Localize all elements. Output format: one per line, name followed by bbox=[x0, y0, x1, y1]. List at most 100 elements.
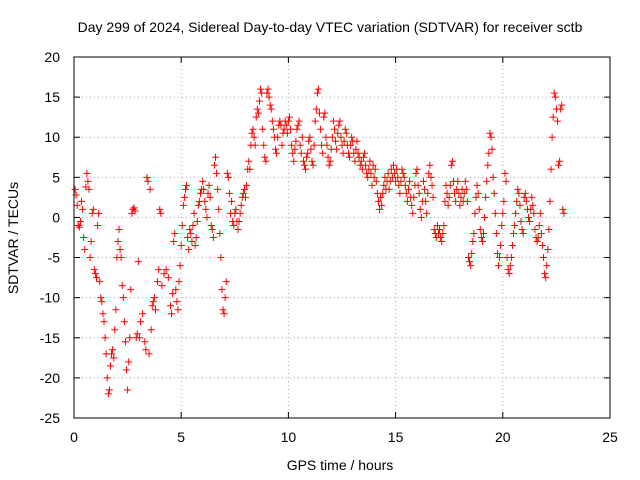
data-point-plus bbox=[112, 306, 120, 314]
data-point-plus bbox=[366, 157, 374, 165]
data-point-plus bbox=[96, 278, 104, 286]
data-point-plus bbox=[477, 234, 485, 241]
x-axis-ticks: 0 5 10 15 20 25 bbox=[70, 57, 618, 445]
y-tick-label: 10 bbox=[44, 129, 60, 145]
data-point-plus bbox=[414, 181, 422, 189]
data-point-plus bbox=[255, 97, 263, 105]
data-point-plus bbox=[123, 366, 131, 374]
data-point-plus bbox=[353, 137, 361, 145]
data-point-plus bbox=[409, 209, 417, 217]
data-point-plus bbox=[74, 221, 82, 229]
data-point-plus bbox=[495, 262, 503, 270]
data-point-plus bbox=[456, 201, 464, 209]
data-point-plus bbox=[462, 185, 470, 193]
data-point-plus bbox=[491, 209, 499, 217]
data-point-plus bbox=[530, 209, 538, 217]
data-point-plus bbox=[118, 282, 126, 290]
data-point-plus bbox=[217, 254, 225, 262]
data-point-plus bbox=[502, 177, 510, 185]
data-point-plus bbox=[189, 221, 197, 229]
data-point-plus bbox=[436, 225, 444, 233]
x-tick-label: 20 bbox=[495, 429, 511, 445]
data-point-plus bbox=[378, 201, 386, 209]
data-point-plus bbox=[73, 201, 81, 209]
data-point-plus bbox=[412, 169, 420, 177]
x-tick-label: 0 bbox=[70, 429, 78, 445]
plot-frame bbox=[73, 56, 611, 419]
data-point-plus bbox=[104, 390, 112, 398]
data-point-plus bbox=[214, 185, 222, 193]
data-point-plus bbox=[312, 105, 320, 113]
data-point-plus bbox=[202, 205, 210, 213]
data-point-plus bbox=[446, 181, 454, 189]
data-point-plus bbox=[546, 197, 554, 205]
data-point-plus bbox=[115, 225, 123, 233]
data-point-plus bbox=[216, 229, 224, 237]
data-point-plus bbox=[535, 221, 543, 229]
data-point-plus bbox=[174, 306, 182, 314]
data-point-plus bbox=[257, 85, 265, 93]
data-point-plus bbox=[369, 161, 377, 169]
data-point-plus bbox=[94, 221, 102, 229]
data-point-plus bbox=[505, 270, 513, 278]
data-point-plus bbox=[342, 129, 350, 137]
data-point-plus bbox=[547, 165, 555, 173]
data-point-plus bbox=[149, 298, 157, 306]
data-point-plus bbox=[428, 181, 436, 189]
data-point-plus bbox=[447, 161, 455, 169]
data-point-plus bbox=[119, 294, 127, 302]
data-point-plus bbox=[473, 181, 481, 189]
data-point-plus bbox=[525, 213, 533, 221]
data-point-plus bbox=[476, 225, 484, 233]
data-point-plus bbox=[347, 141, 355, 149]
y-tick-label: -25 bbox=[40, 410, 60, 426]
data-point-plus bbox=[402, 189, 410, 197]
data-point-plus bbox=[223, 169, 231, 177]
data-point-plus bbox=[376, 205, 384, 213]
data-point-plus bbox=[395, 181, 403, 189]
data-point-plus bbox=[486, 129, 494, 137]
data-point-plus bbox=[293, 125, 301, 133]
data-point-plus bbox=[354, 149, 362, 157]
data-point-plus bbox=[239, 189, 247, 197]
data-point-plus bbox=[326, 157, 334, 165]
data-point-plus bbox=[78, 197, 86, 205]
x-tick-label: 10 bbox=[281, 429, 297, 445]
data-point-plus bbox=[93, 274, 101, 282]
data-point-plus bbox=[484, 161, 492, 169]
data-point-plus bbox=[433, 221, 441, 229]
x-tick-label: 5 bbox=[177, 429, 185, 445]
data-point-plus bbox=[179, 201, 187, 209]
data-point-plus bbox=[206, 193, 214, 201]
data-point-plus bbox=[222, 278, 230, 286]
data-point-plus bbox=[467, 262, 475, 270]
data-point-plus bbox=[399, 169, 407, 177]
data-point-plus bbox=[404, 185, 412, 193]
data-point-plus bbox=[203, 213, 211, 221]
data-point-plus bbox=[511, 221, 519, 229]
data-point-plus bbox=[537, 229, 545, 237]
data-point-plus bbox=[204, 189, 212, 197]
data-point-plus bbox=[506, 262, 514, 270]
data-point-plus bbox=[230, 221, 238, 229]
data-point-plus bbox=[358, 165, 366, 173]
data-point-plus bbox=[154, 278, 162, 286]
data-point-plus bbox=[528, 193, 536, 201]
data-point-plus bbox=[421, 185, 429, 193]
data-point-plus bbox=[176, 262, 184, 270]
data-point-plus bbox=[454, 177, 462, 185]
data-point-plus bbox=[396, 189, 404, 197]
data-point-plus bbox=[514, 185, 522, 193]
y-tick-label: -15 bbox=[40, 330, 60, 346]
data-point-plus bbox=[317, 125, 325, 133]
data-point-plus bbox=[364, 173, 372, 181]
data-point-plus bbox=[201, 197, 209, 205]
data-point-plus bbox=[81, 246, 89, 254]
data-point-plus bbox=[471, 209, 479, 217]
data-point-plus bbox=[299, 157, 307, 165]
data-point-plus bbox=[158, 282, 166, 290]
data-point-plus bbox=[145, 350, 153, 358]
data-point-plus bbox=[116, 246, 124, 254]
data-point-plus bbox=[519, 229, 527, 237]
